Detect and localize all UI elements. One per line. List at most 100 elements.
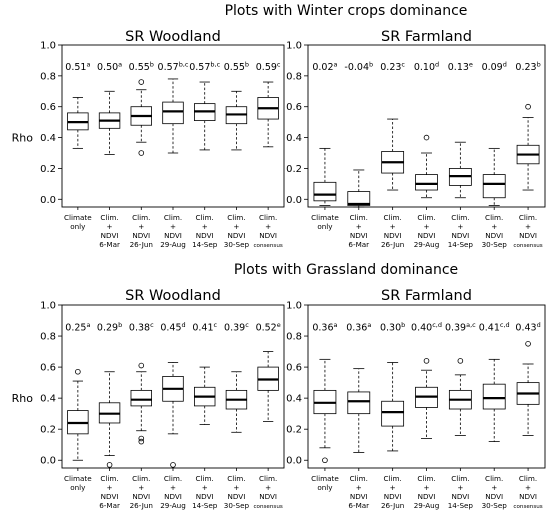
- y-tick-label: 0.2: [40, 164, 56, 175]
- box: [194, 366, 216, 425]
- box: [257, 351, 279, 422]
- x-category-label: Clim. + NDVI 26-Jun: [381, 474, 404, 510]
- annotation-label: 0.41c,d: [479, 321, 510, 334]
- y-tick-label: 0.4: [40, 394, 56, 405]
- annotation-label: 0.55b: [224, 61, 249, 74]
- box: [381, 118, 405, 191]
- x-category-label: Clim. + NDVI 6-Mar: [348, 474, 369, 510]
- chart-panel: SR Woodland 0.0 0.2 0.4 0.6 0.8 1.0 Rho 0.51a 0.5…: [12, 29, 285, 249]
- x-category-label: Clim. + NDVI 14-Sep: [448, 213, 474, 249]
- x-category-label: Climate only: [311, 474, 339, 492]
- box: [130, 362, 152, 445]
- y-tick-label: 1.0: [40, 41, 56, 52]
- annotation-label: 0.45d: [160, 321, 185, 334]
- panel-title: SR Farmland: [381, 29, 472, 45]
- annotation-label: 0.38c: [129, 321, 154, 334]
- x-category-label: Clim. + NDVI 14-Sep: [192, 474, 218, 510]
- chart-panel: SR Farmland 0.0 0.2 0.4 0.6 0.8 1.0 0.02a -0.04b…: [286, 29, 546, 249]
- outlier-point: [75, 368, 81, 375]
- y-tick-label: 0.8: [40, 332, 56, 343]
- annotation-label: 0.23b: [515, 61, 540, 74]
- box-iqr: [162, 101, 184, 125]
- panel-title: SR Farmland: [381, 288, 472, 304]
- annotation-label: 0.59c: [256, 61, 281, 74]
- y-tick-label: 0.0: [40, 195, 56, 206]
- box: [67, 368, 89, 461]
- outlier-point: [525, 103, 531, 110]
- x-category-label: Clim. + NDVI consensus: [253, 474, 282, 510]
- x-category-label: Clim. + NDVI 26-Jun: [130, 474, 153, 510]
- annotation-label: 0.51a: [65, 61, 90, 74]
- section-title-grassland: Plots with Grassland dominance: [234, 262, 458, 278]
- x-category-label: Clim. + NDVI 6-Mar: [348, 213, 369, 249]
- x-category-label: Clim. + NDVI 6-Mar: [99, 474, 120, 510]
- box-iqr: [482, 383, 506, 410]
- y-axis-label: Rho: [12, 132, 34, 145]
- y-tick-label: 0.4: [286, 394, 302, 405]
- x-category-label: Climate only: [311, 213, 339, 231]
- box: [448, 141, 472, 199]
- annotation-label: 0.09d: [482, 61, 507, 74]
- y-tick-label: 0.8: [40, 71, 56, 82]
- annotation-label: 0.52e: [256, 321, 281, 334]
- y-tick-label: 0.2: [286, 425, 302, 436]
- annotation-label: 0.29b: [97, 321, 122, 334]
- box: [257, 81, 279, 148]
- box: [482, 147, 506, 206]
- y-axis-label: Rho: [12, 392, 34, 405]
- box: [98, 371, 121, 468]
- box-iqr: [482, 174, 506, 199]
- y-tick-label: 1.0: [40, 301, 56, 312]
- x-category-label: Clim. + NDVI consensus: [513, 474, 542, 510]
- y-tick-label: 0.4: [286, 133, 302, 144]
- box: [415, 134, 438, 199]
- box: [448, 358, 472, 436]
- x-category-label: Clim. + NDVI 29-Aug: [414, 474, 440, 510]
- box-iqr: [130, 389, 152, 407]
- annotation-label: 0.10d: [414, 61, 439, 74]
- outlier-point: [322, 457, 328, 464]
- annotation-label: 0.25a: [65, 321, 90, 334]
- panels: SR Woodland 0.0 0.2 0.4 0.6 0.8 1.0 Rho 0.51a 0.5…: [12, 29, 546, 510]
- annotation-label: 0.43d: [515, 321, 540, 334]
- outlier-point: [525, 341, 531, 347]
- chart-panel: SR Woodland 0.0 0.2 0.4 0.6 0.8 1.0 Rho 0.25a 0.2…: [12, 288, 285, 510]
- box: [98, 90, 121, 155]
- y-tick-label: 0.4: [40, 133, 56, 144]
- box: [225, 90, 248, 151]
- outlier-point: [423, 358, 430, 364]
- box: [347, 169, 371, 208]
- x-category-label: Clim. + NDVI 30-Sep: [224, 474, 250, 510]
- box-iqr: [415, 174, 438, 191]
- outlier-point: [457, 358, 464, 364]
- x-category-label: Clim. + NDVI 14-Sep: [448, 474, 474, 510]
- annotation-label: 0.30b: [380, 321, 405, 334]
- y-tick-label: 0.2: [40, 425, 56, 436]
- y-tick-label: 0.8: [286, 71, 302, 82]
- x-category-label: Climate only: [64, 474, 92, 492]
- outlier-point: [170, 462, 176, 468]
- y-tick-label: 1.0: [286, 41, 302, 52]
- annotation-label: 0.57b,c: [189, 61, 220, 74]
- box: [381, 362, 405, 452]
- annotation-label: 0.02a: [312, 61, 337, 74]
- annotation-label: 0.39c: [224, 321, 249, 334]
- x-category-label: Clim. + NDVI 29-Aug: [160, 213, 186, 249]
- x-category-label: Clim. + NDVI 26-Jun: [381, 213, 404, 249]
- y-tick-label: 0.0: [286, 456, 302, 467]
- annotation-label: 0.23c: [380, 61, 405, 74]
- box: [162, 362, 184, 468]
- box: [415, 358, 438, 439]
- box: [225, 371, 248, 433]
- y-tick-label: 0.8: [286, 332, 302, 343]
- x-category-label: Clim. + NDVI consensus: [253, 213, 282, 249]
- annotation-label: 0.55b: [129, 61, 154, 74]
- box: [347, 368, 371, 453]
- outlier-point: [423, 134, 430, 141]
- chart-panel: SR Farmland 0.0 0.2 0.4 0.6 0.8 1.0 0.36a 0.36a 0…: [286, 288, 546, 510]
- box: [130, 79, 152, 156]
- annotation-label: -0.04b: [344, 61, 373, 74]
- x-category-label: Clim. + NDVI 6-Mar: [99, 213, 120, 249]
- box: [516, 341, 540, 436]
- box: [516, 103, 540, 191]
